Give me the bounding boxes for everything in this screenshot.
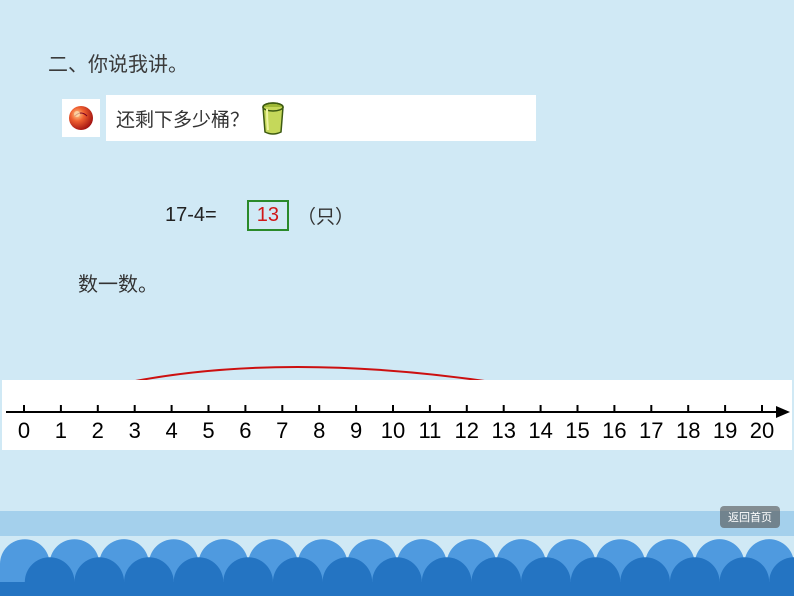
svg-text:20: 20 — [750, 418, 774, 443]
answer-box: 13 — [247, 200, 289, 231]
svg-text:18: 18 — [676, 418, 700, 443]
ball-icon-box — [62, 99, 100, 137]
question-box: 还剩下多少桶？ — [106, 95, 536, 141]
bucket-icon — [259, 100, 287, 136]
svg-text:6: 6 — [239, 418, 251, 443]
svg-text:3: 3 — [129, 418, 141, 443]
svg-text:19: 19 — [713, 418, 737, 443]
svg-text:10: 10 — [381, 418, 405, 443]
svg-text:16: 16 — [602, 418, 626, 443]
numberline-svg: 01234567891011121314151617181920 — [2, 380, 792, 450]
wave-light-band — [0, 511, 794, 536]
scallops-svg — [0, 534, 794, 596]
svg-text:15: 15 — [565, 418, 589, 443]
numberline-wrap: 01234567891011121314151617181920 — [2, 380, 792, 450]
svg-text:11: 11 — [418, 418, 441, 443]
svg-text:14: 14 — [528, 418, 552, 443]
svg-text:5: 5 — [202, 418, 214, 443]
ball-icon — [67, 104, 95, 132]
question-row: 还剩下多少桶？ — [62, 95, 536, 141]
bottom-decoration — [0, 496, 794, 596]
svg-text:4: 4 — [165, 418, 177, 443]
svg-text:7: 7 — [276, 418, 288, 443]
svg-text:13: 13 — [491, 418, 515, 443]
section-title: 二、你说我讲。 — [48, 48, 188, 77]
svg-text:1: 1 — [55, 418, 67, 443]
equation-unit: （只） — [297, 202, 354, 229]
svg-text:2: 2 — [92, 418, 104, 443]
back-home-button[interactable]: 返回首页 — [720, 506, 780, 528]
svg-text:8: 8 — [313, 418, 325, 443]
svg-text:9: 9 — [350, 418, 362, 443]
svg-text:0: 0 — [18, 418, 30, 443]
question-text: 还剩下多少桶？ — [116, 105, 249, 132]
count-label: 数一数。 — [78, 268, 158, 297]
equation-left: 17-4= — [165, 204, 217, 227]
equation-row: 17-4= 13 （只） — [165, 200, 354, 231]
svg-text:12: 12 — [455, 418, 479, 443]
svg-text:17: 17 — [639, 418, 663, 443]
